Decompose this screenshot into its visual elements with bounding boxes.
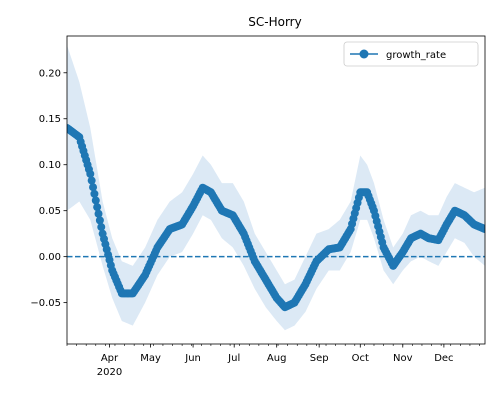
x-tick-label: Aug [267,353,287,364]
x-year-label: 2020 [97,367,122,378]
legend-marker [359,49,369,59]
plot-content [67,45,485,331]
y-tick-label: 0.10 [39,160,61,171]
y-tick-label: −0.05 [30,298,61,309]
data-point [93,203,102,212]
data-point [97,223,106,232]
x-tick-label: Sep [310,353,329,364]
data-point [91,196,100,205]
data-point [89,183,98,192]
y-tick-label: 0.20 [39,68,61,79]
data-point [86,169,95,178]
x-tick-label: May [140,353,161,364]
legend: growth_rate [343,41,479,67]
y-tick-label: 0.05 [39,206,61,217]
chart-title: SC-Horry [248,15,301,29]
y-tick-label: 0.00 [39,252,61,263]
x-tick-label: Oct [352,353,369,364]
data-point [95,216,104,225]
y-tick-label: 0.15 [39,114,61,125]
data-point [87,176,96,185]
x-tick-label: Dec [434,353,453,364]
x-tick-label: Apr [101,353,119,364]
axes-frame [66,35,486,345]
data-point [90,189,99,198]
series-markers [67,123,485,312]
axes: −0.05 0.00 0.05 0.10 0.15 0.20 Apr May Jun Jul Aug… [30,35,486,378]
x-tick-label: Jul [227,353,240,364]
x-tick-label: Nov [393,353,413,364]
data-point [94,209,103,218]
clipped-layer [67,45,485,331]
confidence-band [67,45,485,331]
data-point [481,225,485,234]
legend-label-growth-rate: growth_rate [386,50,446,61]
legend-box [343,41,479,67]
x-tick-label: Jun [184,353,201,364]
